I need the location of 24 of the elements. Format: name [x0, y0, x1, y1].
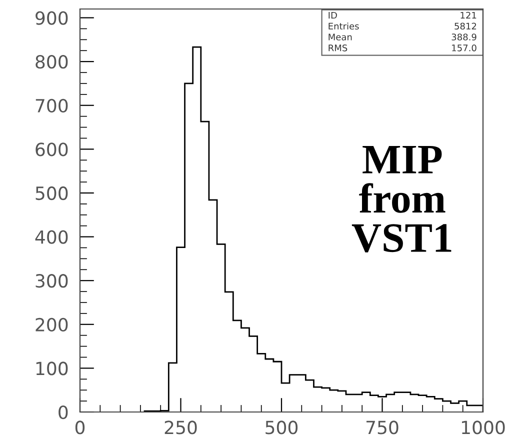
x-tick-label: 0 [75, 420, 85, 434]
y-tick-label: 300 [36, 274, 68, 288]
annotation: 388.9 [452, 34, 476, 40]
x-tick-label: 750 [366, 420, 398, 434]
annotation: 157.0 [452, 44, 476, 52]
annotation: Entries [328, 22, 359, 30]
y-tick-label: 700 [36, 98, 68, 112]
y-tick-label: 500 [36, 186, 68, 200]
annotation: RMS [328, 44, 348, 52]
y-tick-label: 200 [36, 318, 68, 332]
y-tick-label: 800 [36, 55, 68, 69]
annotation: 121 [460, 12, 476, 19]
annotation: ID [328, 12, 337, 19]
y-tick-label: 900 [36, 11, 68, 25]
y-tick-label: 0 [58, 405, 68, 420]
y-tick-label: 600 [36, 142, 68, 156]
x-tick-label: 500 [266, 420, 298, 434]
y-tick-label: 100 [36, 362, 68, 376]
x-tick-label: 1000 [462, 420, 505, 434]
y-tick-label: 400 [35, 230, 68, 244]
annotation: Mean [328, 34, 352, 40]
x-tick-label: 250 [164, 420, 197, 434]
annotation: MIP from VST1 [352, 146, 452, 252]
annotation: 5812 [454, 22, 476, 30]
